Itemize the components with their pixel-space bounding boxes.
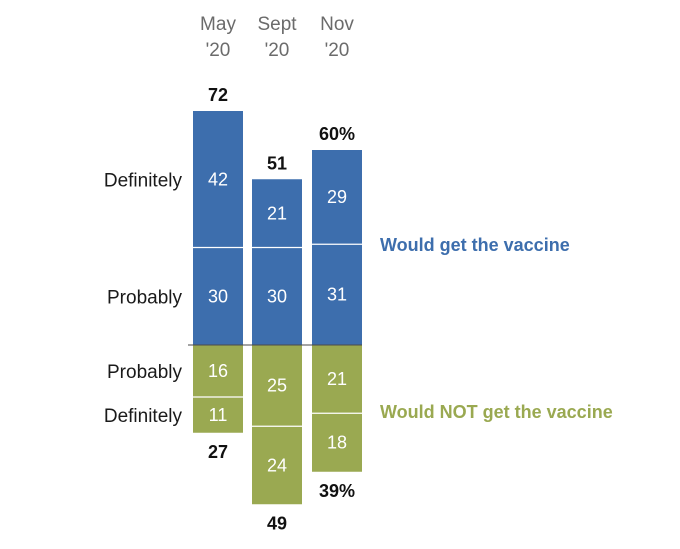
column-header-0-line-0: May xyxy=(200,14,236,35)
bar-definitely-would-1 xyxy=(252,179,302,248)
bar-definitely-would-0 xyxy=(193,111,243,248)
bar-definitely-would-not-1 xyxy=(252,426,302,505)
column-header-2-line-1: '20 xyxy=(325,40,350,61)
bar-probably-would-0 xyxy=(193,247,243,345)
value-label-definitely-would-not-2: 18 xyxy=(327,433,347,453)
total-would-1: 51 xyxy=(267,153,287,173)
bar-probably-would-not-0 xyxy=(193,345,243,397)
value-label-probably-would-not-1: 25 xyxy=(267,376,287,396)
bar-definitely-would-not-0 xyxy=(193,397,243,433)
bar-definitely-would-2 xyxy=(312,150,362,245)
total-would-not-0: 27 xyxy=(208,442,228,462)
value-label-probably-would-not-0: 16 xyxy=(208,361,228,381)
total-would-not-1: 49 xyxy=(267,513,287,533)
column-headers: May '20 Sept '20 Nov '20 xyxy=(200,14,354,61)
column-header-1-line-0: Sept xyxy=(257,14,297,35)
row-label-definitely-would: Definitely xyxy=(104,170,183,191)
total-would-2: 60% xyxy=(319,124,355,144)
row-label-probably-would: Probably xyxy=(107,287,182,308)
value-label-probably-would-not-2: 21 xyxy=(327,369,347,389)
bar-probably-would-2 xyxy=(312,244,362,345)
value-label-definitely-would-not-0: 11 xyxy=(209,405,228,425)
column-header-2-line-0: Nov xyxy=(320,14,354,35)
value-label-probably-would-1: 30 xyxy=(267,286,287,306)
bar-probably-would-1 xyxy=(252,247,302,345)
group-label-would-not: Would NOT get the vaccine xyxy=(380,402,613,422)
value-label-probably-would-2: 31 xyxy=(327,285,347,305)
row-label-probably-would-not: Probably xyxy=(107,362,182,383)
value-label-probably-would-0: 30 xyxy=(208,286,228,306)
group-label-would: Would get the vaccine xyxy=(380,235,570,255)
bar-probably-would-not-2 xyxy=(312,345,362,414)
bar-definitely-would-not-2 xyxy=(312,413,362,472)
column-header-0-line-1: '20 xyxy=(206,40,231,61)
column-header-1-line-1: '20 xyxy=(265,40,290,61)
total-would-0: 72 xyxy=(208,85,228,105)
value-label-definitely-would-1: 21 xyxy=(267,203,287,223)
bar-probably-would-not-1 xyxy=(252,345,302,427)
total-would-not-2: 39% xyxy=(319,481,355,501)
bars xyxy=(193,111,362,505)
value-label-definitely-would-not-1: 24 xyxy=(267,455,287,475)
labels: 42 30 16 11 72 27 21 30 25 24 51 49 29 31 21 18 60% 39% xyxy=(208,85,355,533)
value-label-definitely-would-2: 29 xyxy=(327,187,347,207)
row-label-definitely-would-not: Definitely xyxy=(104,406,183,427)
value-label-definitely-would-0: 42 xyxy=(208,169,228,189)
